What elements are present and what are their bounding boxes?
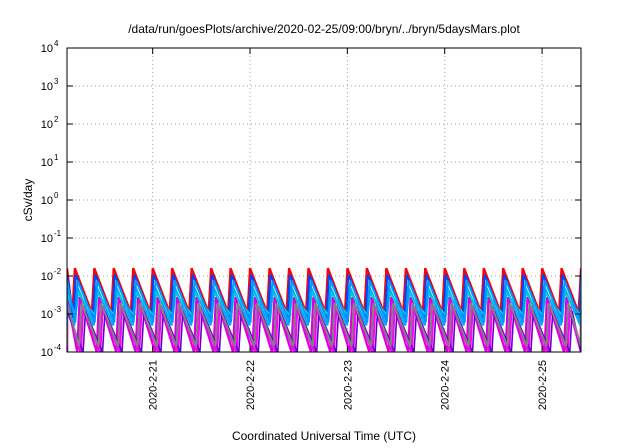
series-line (67, 303, 581, 347)
y-tick-exponent: 0 (54, 191, 59, 200)
chart-title: /data/run/goesPlots/archive/2020-02-25/0… (128, 22, 520, 36)
y-tick-exponent: 1 (54, 153, 59, 162)
y-tick-label: 10 (41, 347, 53, 359)
y-tick-label: 10 (41, 43, 53, 55)
y-axis-label: cSv/day (21, 179, 35, 222)
series-line (67, 310, 581, 352)
y-tick-exponent: -2 (54, 267, 62, 276)
x-tick-label: 2020-2-25 (537, 360, 549, 410)
y-tick-exponent: -3 (54, 305, 62, 314)
x-tick-label: 2020-2-22 (245, 360, 257, 410)
y-tick-label: 10 (41, 309, 53, 321)
x-axis-label: Coordinated Universal Time (UTC) (232, 429, 416, 443)
y-tick-label: 10 (41, 195, 53, 207)
series-line (67, 267, 581, 313)
x-tick-label: 2020-2-21 (148, 360, 160, 410)
y-tick-exponent: 4 (54, 39, 59, 48)
y-tick-label: 10 (41, 271, 53, 283)
y-tick-exponent: -4 (54, 343, 62, 352)
y-tick-exponent: -1 (54, 229, 62, 238)
y-tick-exponent: 3 (54, 77, 59, 86)
series-line (67, 274, 581, 319)
series-layer (67, 267, 581, 352)
y-tick-label: 10 (41, 157, 53, 169)
grid-layer (67, 48, 581, 352)
y-tick-exponent: 2 (54, 115, 59, 124)
y-tick-label: 10 (41, 119, 53, 131)
y-tick-label: 10 (41, 81, 53, 93)
x-tick-label: 2020-2-23 (342, 360, 354, 410)
series-line (67, 305, 581, 352)
x-tick-label: 2020-2-24 (440, 360, 452, 410)
y-tick-label: 10 (41, 233, 53, 245)
series-line (67, 280, 581, 323)
